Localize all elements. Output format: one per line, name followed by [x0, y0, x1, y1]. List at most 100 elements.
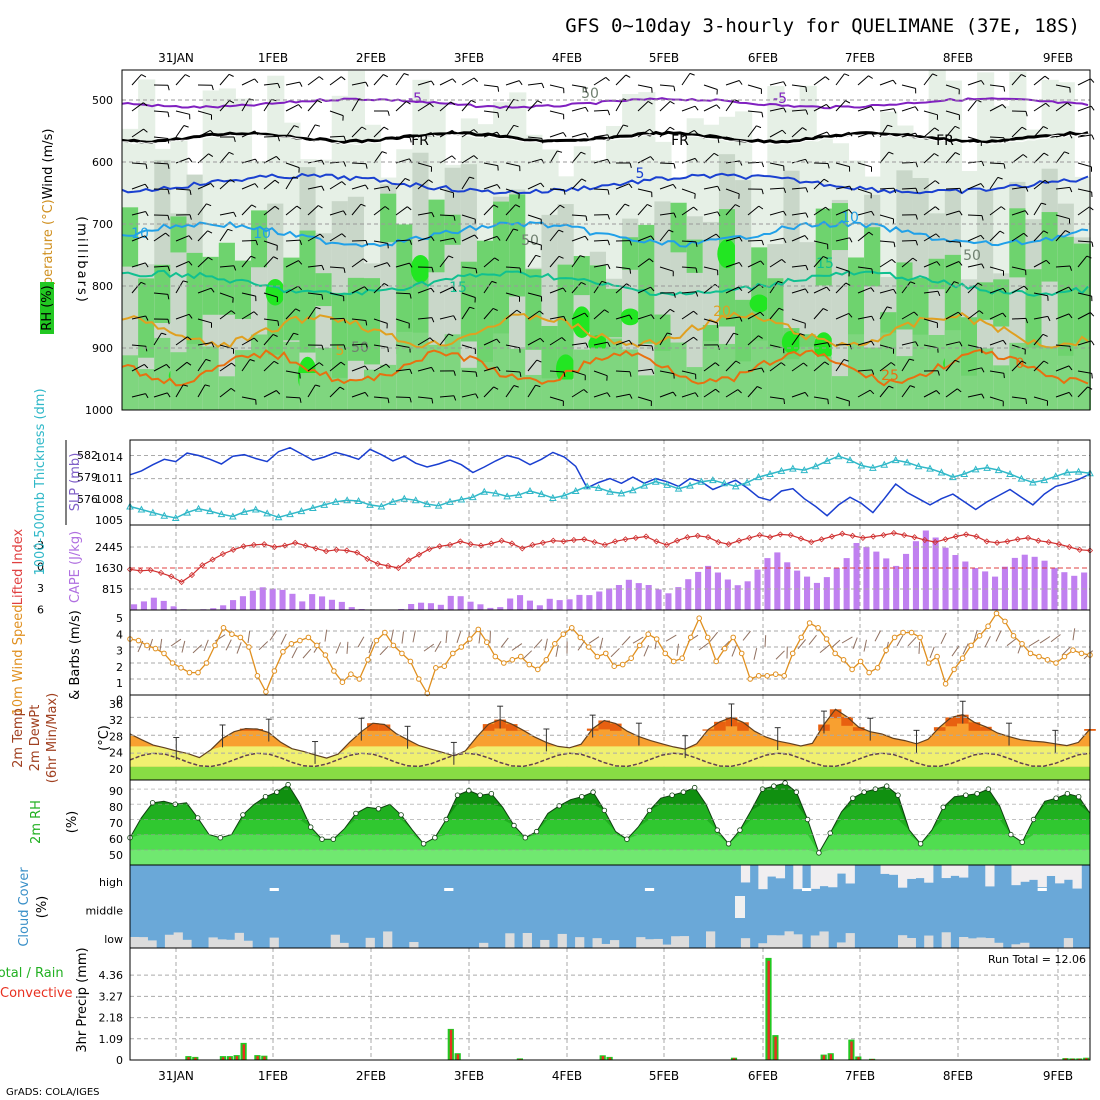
- wind-barb: [703, 104, 717, 112]
- li-marker: [746, 534, 753, 541]
- cloud-low: [740, 938, 751, 948]
- wind-barb: [1033, 75, 1046, 86]
- wind-barb-flag: [915, 240, 918, 246]
- wind-barb-flag: [166, 392, 171, 398]
- wind-barb-flag: [473, 77, 479, 82]
- cloud-low: [557, 933, 567, 948]
- cape-bar: [823, 577, 830, 610]
- y-tick-pressure: 600: [92, 156, 113, 169]
- wind-barb-flag: [362, 258, 368, 263]
- wind-barb-flag: [1003, 163, 1006, 169]
- wind-barb-flag: [803, 362, 808, 367]
- wind-barb: [637, 258, 650, 268]
- wind-barb: [197, 359, 207, 372]
- rh-cell-max: [572, 306, 592, 338]
- wind-barb: [1055, 391, 1070, 398]
- cape-bar: [230, 600, 237, 610]
- wind-barb: [1077, 292, 1092, 297]
- wind-speed-marker: [314, 642, 320, 649]
- wind-barb: [197, 384, 206, 398]
- wind-barb: [901, 341, 916, 346]
- wind-barb-flag: [188, 314, 193, 319]
- wind-barb-10m: [159, 638, 163, 651]
- wind-barb: [659, 229, 670, 242]
- wind-barb-flag: [562, 132, 567, 137]
- wind-barb-flag: [585, 132, 589, 138]
- series-marker: [251, 505, 260, 513]
- rh-cell-low-level: [460, 367, 478, 410]
- wind-barb-flag: [1002, 288, 1007, 293]
- wind-barb: [835, 131, 850, 138]
- li-marker: [735, 537, 743, 544]
- wind-barb-flag: [868, 75, 873, 79]
- cloud-low: [173, 932, 183, 948]
- wind-barb-flag: [871, 211, 875, 216]
- li-marker: [539, 539, 546, 546]
- wind-speed-marker: [492, 653, 499, 660]
- wind-barb-flag: [494, 257, 500, 262]
- wind-barb-flag: [937, 291, 941, 296]
- rh-cell-low-level: [202, 346, 220, 410]
- wind-speed-marker: [390, 642, 397, 649]
- wind-barb-flag: [450, 101, 456, 106]
- wind-barb-flag: [167, 138, 170, 144]
- cape-bar: [566, 599, 573, 610]
- cloud-high: [924, 865, 934, 883]
- rh-marker: [522, 835, 528, 841]
- rh-cell-high: [364, 278, 382, 365]
- wind-barb-flag: [981, 215, 984, 221]
- li-marker: [643, 533, 650, 540]
- rh-cell-low-level: [476, 361, 495, 410]
- wind-barb: [307, 362, 320, 372]
- temp-cap: [598, 720, 610, 730]
- wind-speed-marker: [619, 661, 626, 668]
- wind-barb-flag: [536, 359, 542, 363]
- wind-barb: [571, 178, 583, 190]
- series-marker: [869, 463, 877, 471]
- cloud-low: [1011, 944, 1021, 948]
- wind-barb: [461, 100, 472, 112]
- wind-barb-flag: [694, 105, 699, 111]
- wind-barb-flag: [208, 153, 214, 158]
- wind-barb: [549, 337, 563, 346]
- wind-barb-flag: [387, 347, 389, 353]
- wind-speed-marker: [959, 655, 966, 662]
- wind-barb-10m: [621, 636, 631, 646]
- wind-barb-flag: [1024, 210, 1029, 216]
- wind-barb: [857, 210, 872, 216]
- date-label-top: 31JAN: [158, 51, 194, 65]
- wind-barb-flag: [207, 230, 213, 234]
- wind-barb: [131, 393, 146, 398]
- cape-bar: [853, 543, 860, 610]
- wind-barb-10m: [731, 645, 737, 657]
- cloud-low: [767, 935, 777, 948]
- wind-barb: [879, 79, 894, 86]
- wind-barb-10m: [852, 637, 858, 649]
- ylabel-temp-2: (6hr Min/Max): [45, 693, 60, 783]
- cloud-low: [164, 934, 175, 948]
- wind-barb-flag: [233, 265, 237, 271]
- wind-barb-flag: [981, 393, 985, 399]
- wind-speed-marker: [382, 629, 388, 636]
- wind-barb: [571, 132, 586, 138]
- wind-barb-flag: [583, 389, 588, 394]
- wind-barb-10m: [357, 636, 365, 648]
- wind-barb: [857, 340, 872, 346]
- y-tick-rh: 70: [109, 817, 123, 830]
- wind-barb: [461, 155, 475, 164]
- series-marker: [560, 491, 569, 499]
- wind-barb: [901, 240, 917, 242]
- wind-barb-flag: [563, 189, 566, 195]
- wind-barb-flag: [629, 268, 632, 274]
- wind-barb-flag: [805, 109, 809, 115]
- series-marker: [903, 458, 911, 466]
- rh-cell-max: [410, 255, 431, 283]
- wind-barb: [461, 292, 476, 298]
- wind-barb-flag: [824, 76, 830, 81]
- wind-speed-marker: [237, 634, 244, 641]
- wind-barb: [967, 183, 982, 190]
- rh-marker: [737, 827, 743, 833]
- wind-barb: [219, 344, 234, 350]
- wind-speed-marker: [900, 629, 906, 636]
- wind-barb: [131, 211, 146, 216]
